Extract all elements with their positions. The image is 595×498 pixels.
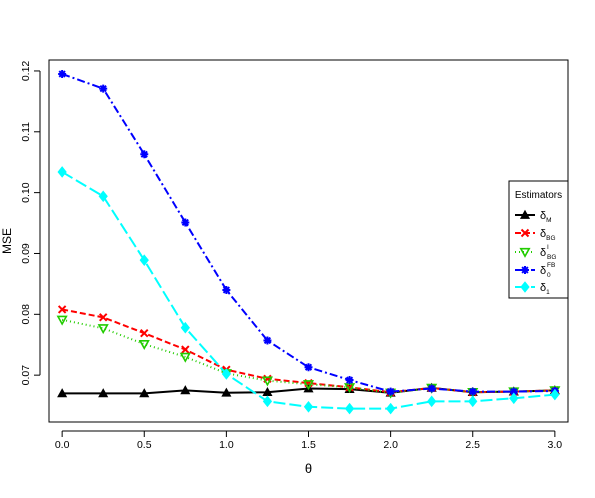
y-tick-label: 0.09 [20, 243, 32, 264]
legend-entry: δI BG [515, 244, 556, 261]
y-tick-label: 0.11 [20, 122, 32, 142]
data-point [302, 380, 315, 391]
series-group [56, 69, 561, 415]
data-point [57, 388, 68, 398]
y-tick-label: 0.07 [20, 365, 32, 386]
legend-label: δFB 0 [540, 262, 555, 279]
data-point [345, 376, 354, 385]
series-line [61, 318, 555, 394]
data-point [98, 388, 109, 398]
series-4 [58, 69, 559, 396]
y-axis-label: MSE [0, 228, 14, 254]
data-point [138, 339, 150, 350]
legend-label: δM [540, 210, 552, 224]
data-point [56, 315, 68, 326]
data-point [509, 392, 519, 405]
data-point [57, 305, 67, 314]
data-point [222, 285, 231, 294]
data-point [427, 384, 436, 393]
series-line [61, 73, 555, 393]
data-point [468, 395, 478, 408]
data-point [181, 218, 190, 227]
data-point [139, 254, 149, 266]
x-tick-label: 2.5 [465, 439, 480, 451]
legend-entry: δFB 0 [515, 262, 555, 279]
series-2 [57, 305, 560, 397]
x-axis-label: θ [305, 461, 312, 476]
data-point [179, 352, 191, 363]
data-point [98, 190, 108, 203]
legend-marker [519, 209, 531, 219]
x-tick-label: 1.0 [219, 439, 234, 451]
legend-marker [520, 281, 530, 293]
data-point [303, 400, 314, 413]
series-line [61, 171, 555, 410]
data-point [344, 402, 355, 415]
data-point [58, 69, 67, 78]
data-point [97, 324, 109, 335]
legend-label: δI BG [540, 244, 556, 261]
x-tick-label: 0.0 [55, 439, 70, 451]
legend-entry: δM [515, 209, 552, 224]
series-5 [57, 166, 560, 415]
data-point [57, 166, 67, 178]
data-point [99, 84, 108, 93]
legend-marker [520, 228, 530, 238]
data-point [140, 150, 149, 159]
data-point [509, 387, 518, 396]
x-tick-label: 2.0 [383, 439, 398, 451]
x-tick-label: 3.0 [548, 439, 563, 451]
data-point [221, 387, 232, 397]
series-line [61, 308, 555, 394]
y-tick-label: 0.08 [20, 304, 32, 325]
data-point [221, 368, 232, 380]
data-point [139, 388, 150, 398]
data-point [262, 395, 273, 408]
data-point [304, 363, 313, 372]
data-point [180, 321, 190, 334]
x-tick-label: 0.5 [137, 439, 152, 451]
data-point [345, 383, 354, 392]
x-tick-label: 1.5 [301, 439, 316, 451]
data-point [263, 336, 272, 345]
legend-label: δBG [540, 228, 556, 242]
legend-marker [521, 266, 529, 274]
data-point [261, 376, 273, 387]
data-point [98, 313, 108, 322]
data-point [386, 387, 395, 396]
legend-title: Estimators [515, 190, 562, 201]
legend-label: δ1 [540, 282, 550, 296]
series-1 [57, 382, 560, 398]
data-point [550, 388, 560, 401]
data-point [468, 387, 477, 396]
legend-entry: δBG [515, 228, 556, 242]
legend-marker [519, 247, 531, 258]
axes: 0.0 0.5 1.0 1.5 2.0 2.5 3.0 0.07 0.08 0.09 0.10 0.1… [20, 61, 562, 451]
legend-entry: δ1 [515, 281, 550, 296]
data-point [140, 328, 149, 338]
data-point [180, 385, 191, 395]
legend-box [508, 180, 569, 299]
data-point [181, 345, 190, 354]
data-point [385, 402, 396, 415]
data-point [427, 395, 437, 408]
y-tick-label: 0.10 [20, 182, 32, 203]
y-tick-label: 0.12 [20, 61, 32, 82]
